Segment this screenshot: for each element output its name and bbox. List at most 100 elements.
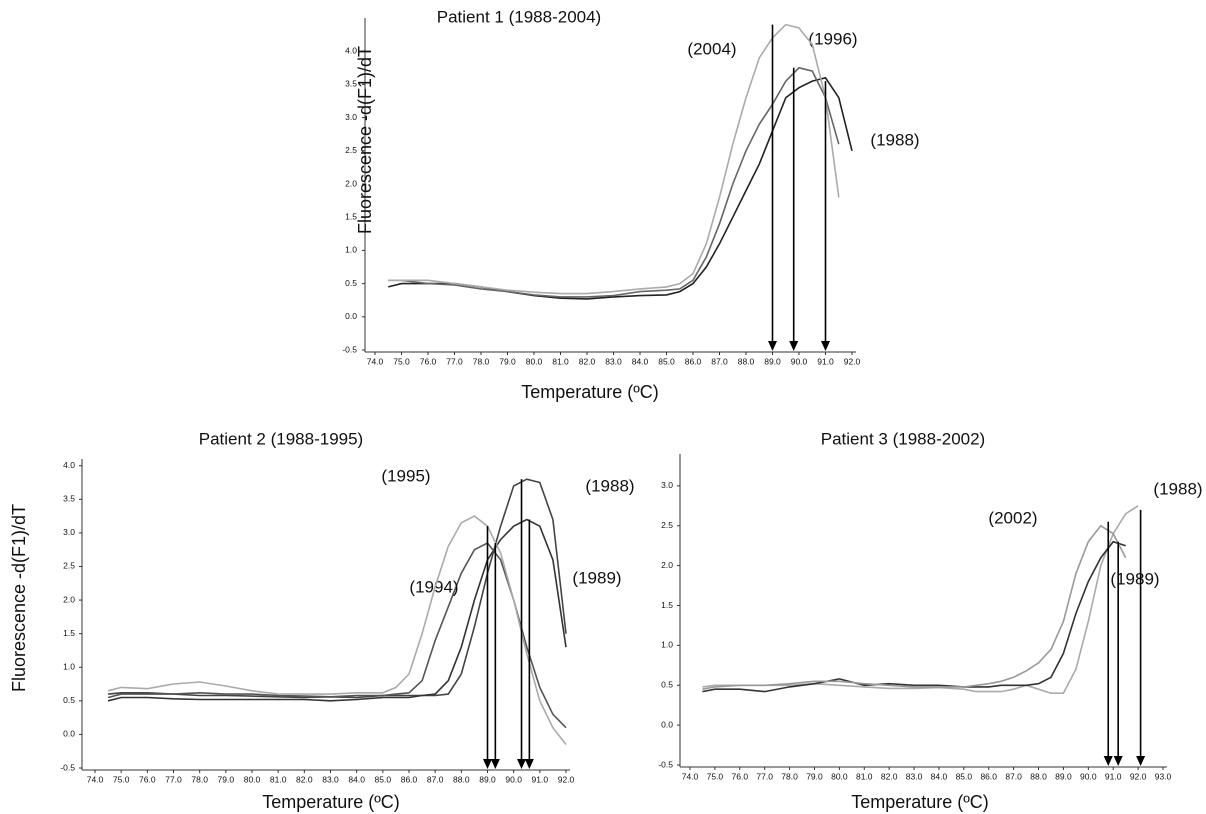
arrow-head	[821, 341, 830, 351]
x-tick-label: 75.0	[707, 771, 724, 781]
x-tick-label: 79.0	[218, 774, 235, 784]
x-tick-label: 74.0	[367, 356, 384, 366]
series-line	[108, 478, 567, 699]
series-line	[388, 23, 840, 295]
y-tick-label: 3.0	[63, 527, 75, 537]
series-label: (1989)	[572, 568, 621, 587]
y-tick-label: -0.5	[658, 759, 673, 769]
x-tick-label: 82.0	[579, 356, 596, 366]
y-tick-label: 2.0	[661, 560, 673, 570]
x-tick-label: 76.0	[732, 771, 749, 781]
x-tick-label: 76.0	[420, 356, 437, 366]
x-tick-label: 82.0	[296, 774, 313, 784]
x-tick-label: 84.0	[632, 356, 649, 366]
series-label: (2002)	[988, 508, 1037, 527]
x-tick-label: 80.0	[244, 774, 261, 784]
arrow-head	[768, 341, 777, 351]
x-tick-label: 83.0	[605, 356, 622, 366]
y-tick-label: 0.0	[661, 719, 673, 729]
x-tick-label: 89.0	[479, 774, 496, 784]
x-tick-label: 74.0	[682, 771, 699, 781]
y-tick-label: -0.5	[60, 762, 75, 772]
x-tick-label: 87.0	[711, 356, 728, 366]
x-tick-label: 78.0	[191, 774, 208, 784]
chart-title: Patient 2 (1988-1995)	[199, 429, 363, 448]
x-tick-label: 91.0	[532, 774, 549, 784]
series-label: (1988)	[585, 476, 634, 495]
x-tick-label: 74.0	[87, 774, 104, 784]
y-tick-label: 0.5	[661, 680, 673, 690]
arrow-head	[524, 759, 534, 769]
x-tick-label: 88.0	[738, 356, 755, 366]
x-tick-label: 80.0	[526, 356, 543, 366]
y-tick-label: 1.5	[661, 600, 673, 610]
y-tick-label: 3.0	[661, 480, 673, 490]
arrow-head	[517, 759, 527, 769]
series-label: (1995)	[381, 466, 430, 485]
series-line	[702, 540, 1126, 693]
x-tick-label: 86.0	[401, 774, 418, 784]
x-tick-label: 87.0	[427, 774, 444, 784]
x-tick-label: 85.0	[956, 771, 973, 781]
x-tick-label: 92.0	[558, 774, 575, 784]
series-label: (1988)	[870, 130, 919, 149]
x-tick-label: 83.0	[322, 774, 339, 784]
y-tick-label: 4.0	[63, 460, 75, 470]
x-tick-label: 90.0	[791, 356, 808, 366]
x-tick-label: 90.0	[505, 774, 522, 784]
series-line	[702, 505, 1139, 694]
y-tick-label: 2.0	[345, 178, 357, 188]
x-tick-label: 92.0	[1130, 771, 1147, 781]
x-tick-label: 75.0	[393, 356, 410, 366]
series-label: (1994)	[409, 577, 458, 596]
chart-title: Patient 3 (1988-2002)	[821, 429, 985, 448]
x-tick-label: 88.0	[1030, 771, 1047, 781]
x-tick-label: 76.0	[139, 774, 156, 784]
y-tick-label: 0.0	[63, 729, 75, 739]
y-tick-label: 2.0	[63, 594, 75, 604]
x-tick-label: 84.0	[348, 774, 365, 784]
x-tick-label: 77.0	[756, 771, 773, 781]
y-axis-label: Fluorescence -d(F1)/dT	[9, 504, 29, 692]
series-line	[702, 524, 1127, 690]
arrow-head	[483, 759, 492, 769]
series-label: (2004)	[687, 39, 736, 58]
x-tick-label: 81.0	[856, 771, 873, 781]
series-label: (1996)	[808, 29, 857, 48]
x-tick-label: 75.0	[113, 774, 130, 784]
y-tick-label: 1.5	[63, 628, 75, 638]
y-tick-label: 2.5	[661, 520, 673, 530]
x-tick-label: 92.0	[844, 356, 861, 366]
arrow-head	[1136, 756, 1146, 766]
x-tick-label: 82.0	[881, 771, 898, 781]
x-tick-label: 79.0	[806, 771, 823, 781]
arrow-head	[1103, 756, 1113, 766]
series-line	[388, 76, 853, 300]
y-tick-label: 3.5	[63, 494, 75, 504]
x-tick-label: 91.0	[1105, 771, 1122, 781]
x-tick-label: 86.0	[980, 771, 997, 781]
x-axis-label: Temperature (ºC)	[851, 792, 989, 812]
y-tick-label: 3.0	[345, 112, 357, 122]
x-tick-label: 80.0	[831, 771, 848, 781]
y-tick-label: 3.5	[345, 79, 357, 89]
x-tick-label: 81.0	[270, 774, 287, 784]
x-tick-label: 81.0	[552, 356, 569, 366]
x-tick-label: 84.0	[931, 771, 948, 781]
x-tick-label: 85.0	[658, 356, 675, 366]
x-tick-label: 88.0	[453, 774, 470, 784]
y-tick-label: 0.5	[63, 695, 75, 705]
y-tick-label: 2.5	[345, 145, 357, 155]
y-tick-label: 1.0	[63, 661, 75, 671]
x-tick-label: 83.0	[906, 771, 923, 781]
arrow-head	[1113, 756, 1123, 766]
series-line	[388, 66, 840, 298]
x-tick-label: 79.0	[499, 356, 516, 366]
chart-title: Patient 1 (1988-2004)	[437, 7, 601, 26]
x-tick-label: 85.0	[375, 774, 392, 784]
series-label: (1989)	[1110, 569, 1159, 588]
y-tick-label: 1.0	[345, 245, 357, 255]
y-tick-label: 2.5	[63, 561, 75, 571]
